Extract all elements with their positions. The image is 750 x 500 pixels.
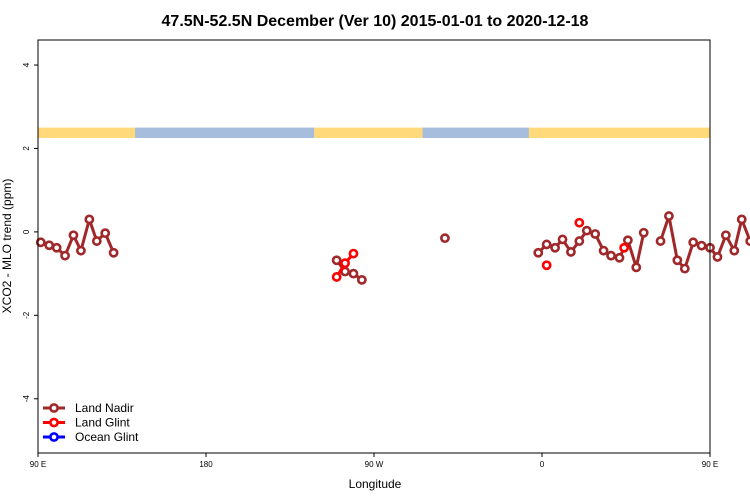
x-tick-label: 90 E — [30, 460, 46, 469]
chart-title: 47.5N-52.5N December (Ver 10) 2015-01-01… — [162, 13, 589, 30]
y-tick-label: 4 — [22, 62, 31, 67]
data-point-land-glint — [331, 272, 342, 282]
plot-series — [35, 211, 750, 285]
x-tick-label: 90 W — [365, 460, 384, 469]
data-point-land-nadir — [720, 230, 731, 241]
data-point-land-nadir — [348, 268, 359, 279]
data-point-land-nadir — [712, 252, 723, 262]
data-point-land-nadir — [638, 227, 649, 238]
data-point-land-nadir — [566, 247, 576, 257]
data-point-land-nadir — [655, 236, 666, 246]
strip-segment-land — [528, 127, 710, 139]
data-point-land-nadir — [622, 235, 633, 246]
data-point-land-nadir — [679, 263, 690, 274]
y-tick-label: -4 — [22, 395, 31, 403]
y-axis-label: XCO2 - MLO trend (ppm) — [0, 179, 14, 314]
data-point-land-nadir — [557, 234, 568, 245]
data-point-land-nadir — [550, 242, 560, 253]
data-point-land-nadir — [614, 252, 625, 263]
strip-segment-ocean — [135, 127, 315, 139]
data-point-land-glint — [541, 260, 552, 271]
legend-label-land-nadir: Land Nadir — [75, 401, 134, 415]
data-point-land-nadir — [84, 214, 95, 225]
data-point-land-nadir — [68, 230, 79, 241]
x-axis-label: Longitude — [349, 477, 402, 491]
data-point-land-nadir — [51, 242, 62, 253]
data-point-land-nadir — [606, 250, 616, 261]
data-point-land-nadir — [541, 239, 552, 250]
data-point-land-nadir — [91, 236, 102, 246]
data-point-land-nadir — [574, 236, 585, 246]
strip-segment-land — [314, 127, 423, 139]
data-point-land-nadir — [108, 247, 119, 258]
surface-type-strip — [38, 127, 710, 139]
series-land-glint — [331, 217, 630, 282]
y-tick-label: -2 — [22, 311, 31, 319]
legend-label-land-glint: Land Glint — [75, 416, 130, 430]
y-tick-label: 0 — [22, 229, 31, 234]
data-point-land-nadir — [100, 228, 111, 239]
data-point-land-nadir — [736, 214, 747, 225]
y-axis: 4 2 0 -2 -4 — [22, 62, 38, 402]
data-point-land-nadir — [664, 211, 674, 221]
data-point-land-glint — [340, 258, 350, 269]
data-point-land-nadir — [581, 225, 592, 236]
data-point-land-nadir — [729, 245, 740, 256]
data-point-land-nadir — [331, 255, 342, 266]
data-point-land-nadir — [672, 255, 683, 266]
data-point-land-nadir — [60, 250, 70, 261]
data-point-land-glint — [574, 217, 585, 228]
legend-marker-land-nadir — [49, 403, 59, 413]
data-point-land-nadir — [745, 236, 750, 246]
data-point-land-nadir — [356, 274, 367, 285]
data-point-land-nadir — [696, 240, 707, 251]
data-point-land-nadir — [590, 229, 601, 239]
data-point-land-nadir — [44, 240, 55, 251]
data-point-land-nadir — [688, 237, 699, 248]
data-point-land-nadir — [631, 262, 642, 273]
data-point-land-glint — [619, 242, 630, 253]
data-point-land-nadir — [533, 247, 544, 258]
series-land-nadir — [35, 211, 750, 285]
y-tick-label: 2 — [22, 146, 31, 151]
strip-segment-ocean — [422, 127, 529, 139]
data-point-land-nadir — [35, 237, 46, 248]
legend-marker-land-glint — [49, 417, 59, 428]
legend-marker-ocean-glint — [49, 432, 59, 442]
data-point-land-nadir — [440, 233, 450, 244]
strip-segment-land — [38, 127, 136, 139]
data-point-land-nadir — [598, 245, 609, 256]
x-tick-label: 180 — [199, 460, 213, 469]
data-point-land-glint — [348, 248, 359, 259]
x-axis: 90 E 180 90 W 0 90 E — [30, 453, 718, 469]
x-tick-label: 90 E — [702, 460, 718, 469]
x-tick-label: 0 — [540, 460, 545, 469]
legend-label-ocean-glint: Ocean Glint — [75, 430, 139, 444]
data-point-land-nadir — [76, 245, 86, 256]
